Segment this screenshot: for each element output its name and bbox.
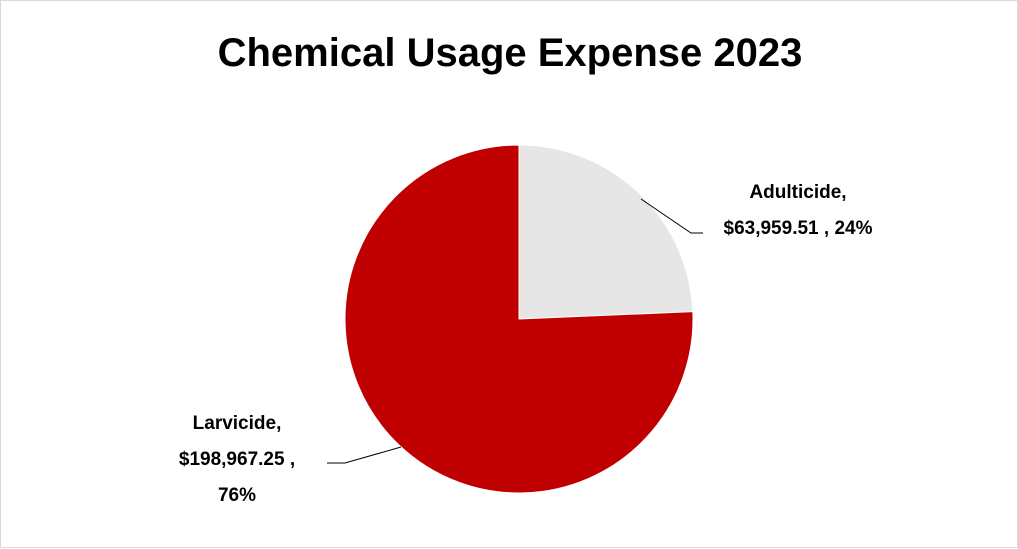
larvicide-label-line1: Larvicide, — [193, 413, 282, 434]
pie-slice-larvicide — [344, 144, 694, 494]
chart-title: Chemical Usage Expense 2023 — [217, 31, 803, 75]
adulticide-label-line1: Adulticide, — [749, 182, 846, 203]
adulticide-label-line2: $63,959.51 , 24% — [724, 218, 873, 239]
pie-slice-adulticide — [518, 144, 694, 320]
larvicide-label-line3: 76% — [218, 485, 256, 506]
adulticide-leader-line — [640, 198, 703, 234]
larvicide-label-line2: $198,967.25 , — [179, 449, 295, 470]
larvicide-leader-line — [327, 446, 402, 464]
